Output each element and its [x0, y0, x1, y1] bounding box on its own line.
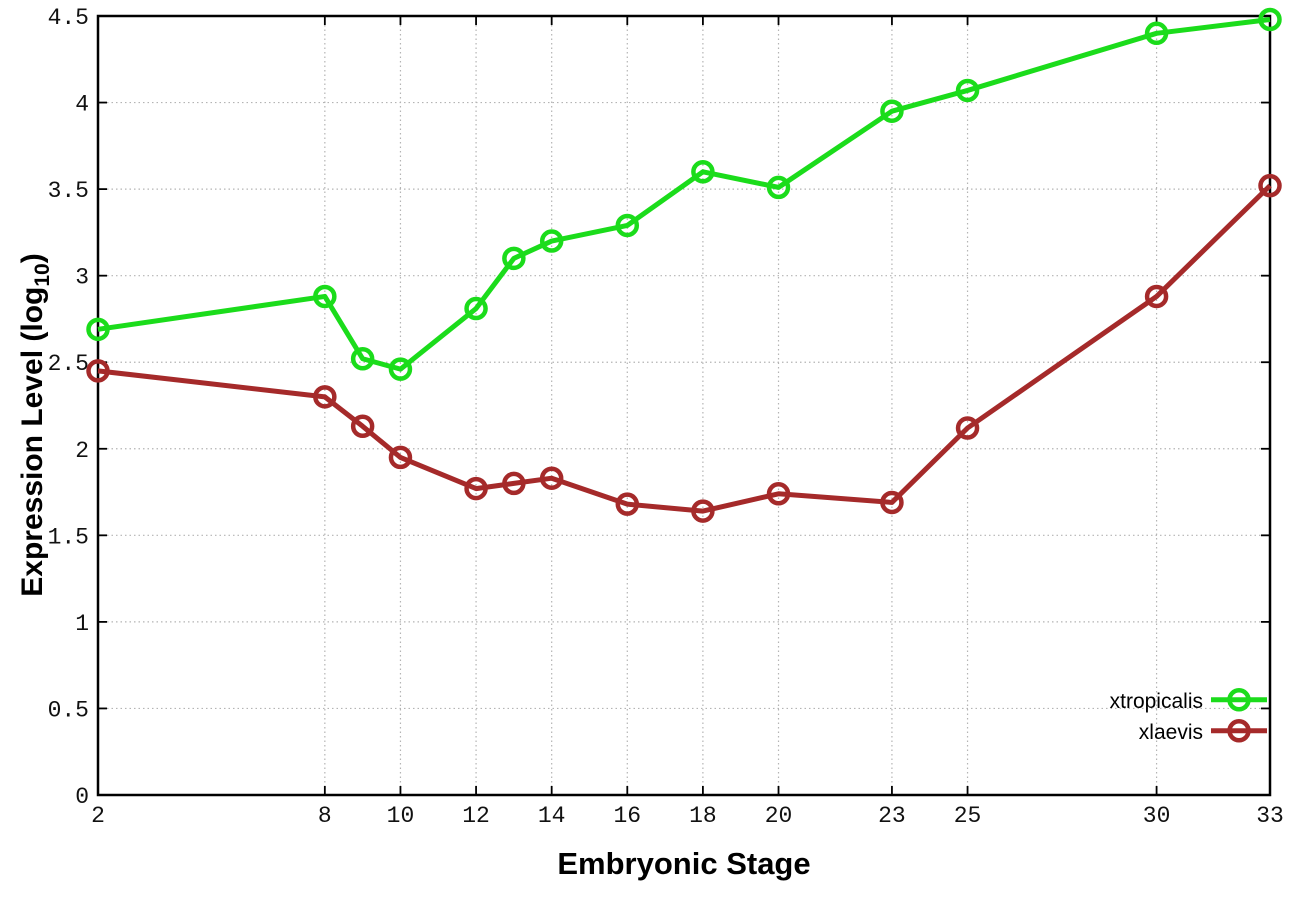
data-point-xtropicalis-23: [880, 99, 904, 123]
data-point-xtropicalis-16: [615, 213, 640, 238]
y-tick-label: 2: [75, 438, 89, 464]
legend-marker-xtropicalis: [1227, 688, 1251, 712]
x-tick-label: 20: [765, 803, 793, 829]
data-point-xlaevis-30: [1144, 284, 1169, 309]
x-tick-label: 30: [1143, 803, 1171, 829]
data-point-xlaevis-14: [539, 466, 564, 490]
data-point-xtropicalis-25: [955, 78, 980, 103]
x-tick-label: 23: [878, 803, 906, 829]
data-point-xlaevis-2: [86, 359, 110, 383]
legend-marker-xlaevis: [1227, 719, 1251, 743]
legend-label-xtropicalis: xtropicalis: [1110, 690, 1203, 713]
y-tick-label: 1.5: [48, 524, 89, 550]
y-axis-title-text: Expression Level (log: [16, 286, 49, 597]
data-point-xtropicalis-9: [350, 347, 375, 371]
y-tick-label: 3: [75, 265, 89, 291]
series-line-xtropicalis: [97, 16, 1271, 372]
data-point-xlaevis-16: [615, 492, 640, 516]
y-tick-label: 1: [75, 611, 89, 637]
x-tick-label: 14: [538, 803, 566, 829]
data-point-xtropicalis-13: [502, 246, 526, 271]
y-tick-label: 4.5: [48, 5, 89, 31]
data-point-xlaevis-12: [464, 476, 488, 501]
y-tick-label: 0.5: [48, 697, 89, 723]
x-tick-label: 2: [91, 803, 105, 829]
data-point-xtropicalis-18: [691, 160, 715, 184]
x-tick-label: 16: [613, 803, 641, 829]
x-axis-title: Embryonic Stage: [557, 846, 811, 881]
x-tick-label: 33: [1256, 803, 1284, 829]
y-axis-title: Expression Level (log10): [14, 205, 54, 645]
series-line-xlaevis: [97, 183, 1272, 514]
y-axis-title-close: ): [16, 253, 49, 264]
data-point-xlaevis-8: [313, 385, 337, 409]
data-point-xtropicalis-10: [388, 357, 413, 381]
data-point-xlaevis-13: [502, 471, 526, 496]
x-tick-label: 12: [462, 803, 490, 829]
x-tick-label: 18: [689, 803, 717, 829]
data-point-xlaevis-25: [955, 416, 980, 440]
x-tick-label: 25: [954, 803, 982, 829]
plot-border: [96, 14, 1272, 797]
data-point-xtropicalis-20: [766, 175, 791, 200]
y-tick-label: 4: [75, 92, 89, 118]
y-tick-label: 2.5: [48, 351, 89, 377]
data-point-xlaevis-33: [1258, 173, 1282, 198]
data-point-xtropicalis-12: [464, 296, 488, 321]
x-tick-label: 10: [387, 803, 415, 829]
data-point-xtropicalis-14: [539, 229, 564, 253]
data-point-xtropicalis-33: [1258, 7, 1282, 32]
data-point-xlaevis-10: [388, 445, 413, 470]
data-point-xlaevis-9: [350, 414, 375, 439]
data-point-xlaevis-20: [766, 482, 791, 506]
y-axis-title-subscript: 10: [31, 263, 54, 287]
y-tick-label: 3.5: [48, 178, 89, 204]
data-point-xtropicalis-30: [1144, 21, 1169, 46]
x-tick-label: 8: [318, 803, 332, 829]
data-point-xtropicalis-8: [313, 284, 337, 309]
legend-label-xlaevis: xlaevis: [1139, 721, 1203, 744]
data-point-xlaevis-18: [691, 499, 715, 523]
data-point-xlaevis-23: [880, 490, 904, 515]
y-tick-label: 0: [75, 784, 89, 810]
data-point-xtropicalis-2: [86, 317, 110, 342]
